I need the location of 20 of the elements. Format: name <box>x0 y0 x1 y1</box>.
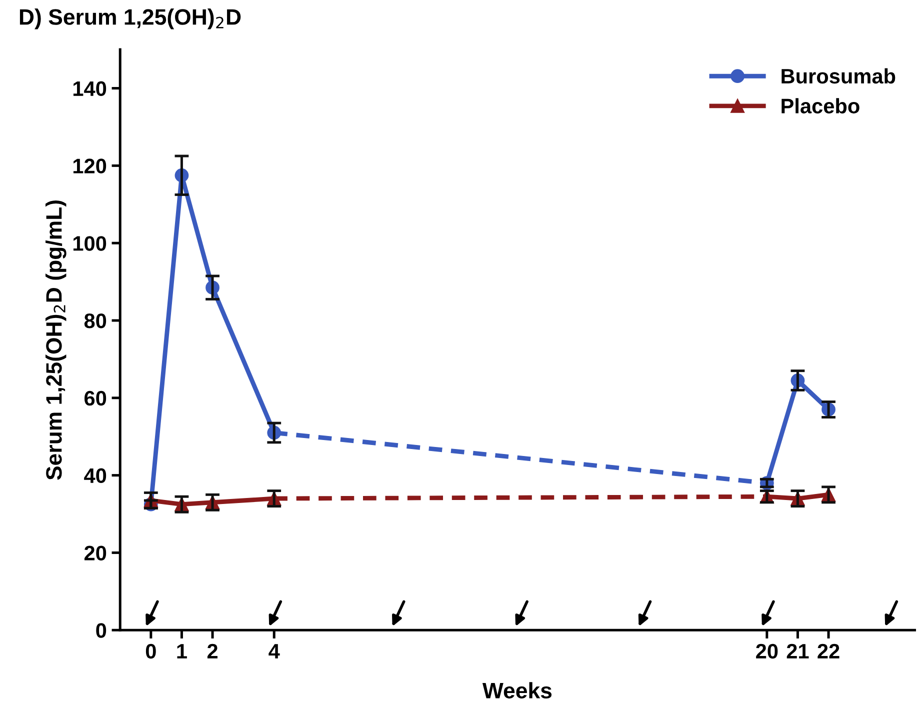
legend-label: Placebo <box>782 98 860 114</box>
y-tick-label: 80 <box>84 313 106 328</box>
y-tick-label: 20 <box>84 546 106 560</box>
y-tick-label: 100 <box>73 236 106 251</box>
y-tick-label: 60 <box>84 390 106 406</box>
x-tick-label: 0 <box>146 644 156 659</box>
y-axis-title: Serum 1,25(OH)$_{2}$D (pg/mL) <box>46 200 66 480</box>
x-tick-label: 21 <box>786 644 809 658</box>
legend-label: Burosumab <box>782 68 896 84</box>
x-tick-label: 1 <box>177 644 187 658</box>
y-tick-label: 0 <box>96 623 106 638</box>
y-tick-label: 140 <box>73 81 106 96</box>
y-tick-label: 120 <box>73 158 106 174</box>
x-tick-label: 4 <box>268 644 280 658</box>
x-tick-label: 20 <box>756 644 778 659</box>
x-tick-label: 2 <box>207 644 218 658</box>
y-tick-label: 40 <box>84 468 106 484</box>
x-tick-label: 22 <box>818 644 840 658</box>
x-axis-title: Weeks <box>482 682 552 698</box>
chart-title: D) Serum 1,25(OH)$_{2}$D <box>20 8 241 30</box>
